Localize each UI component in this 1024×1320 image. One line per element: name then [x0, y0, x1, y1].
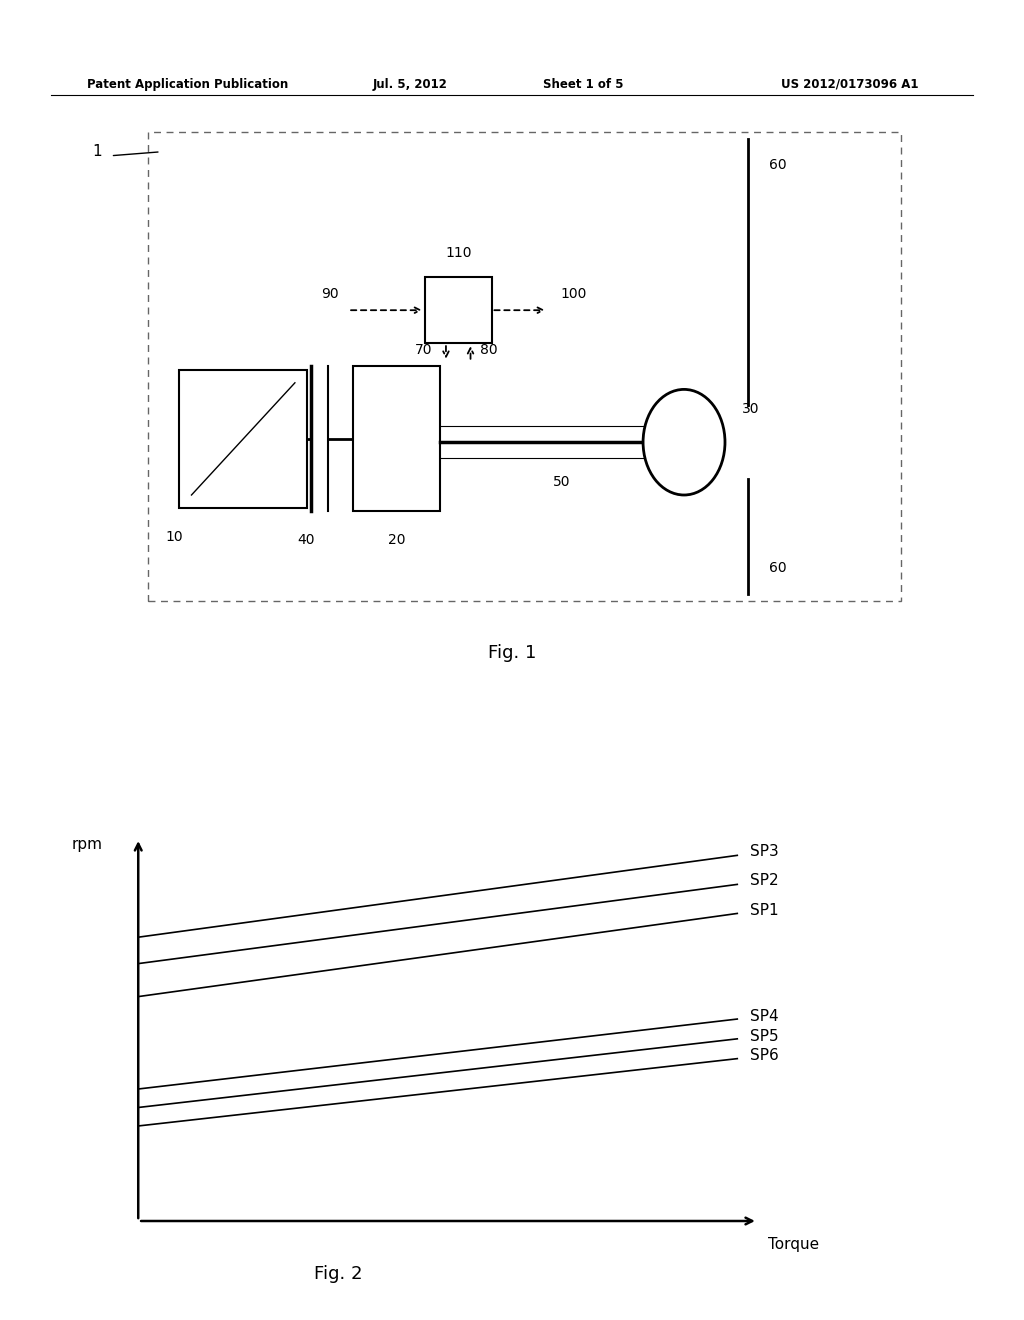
Text: 80: 80 [480, 343, 498, 356]
Text: Patent Application Publication: Patent Application Publication [87, 78, 289, 91]
Text: 20: 20 [388, 533, 406, 546]
Bar [148, 132, 901, 601]
Text: SP4: SP4 [750, 1008, 778, 1024]
Text: 40: 40 [297, 533, 315, 546]
Text: 90: 90 [321, 288, 339, 301]
Bar [179, 370, 307, 508]
Text: Jul. 5, 2012: Jul. 5, 2012 [372, 78, 447, 91]
Text: SP1: SP1 [750, 903, 778, 919]
Text: 1: 1 [92, 144, 102, 160]
Text: SP2: SP2 [750, 873, 778, 888]
Text: SP5: SP5 [750, 1028, 778, 1044]
Text: 100: 100 [560, 288, 587, 301]
Circle shape [643, 389, 725, 495]
Text: US 2012/0173096 A1: US 2012/0173096 A1 [781, 78, 919, 91]
Text: Fig. 2: Fig. 2 [313, 1265, 362, 1283]
Text: Fig. 1: Fig. 1 [487, 644, 537, 663]
Text: 50: 50 [553, 475, 571, 488]
Text: 30: 30 [741, 403, 760, 416]
Text: SP3: SP3 [750, 843, 778, 859]
Bar [425, 277, 492, 343]
Text: 10: 10 [165, 531, 183, 544]
Text: 60: 60 [769, 158, 787, 172]
Text: Sheet 1 of 5: Sheet 1 of 5 [544, 78, 624, 91]
Text: 70: 70 [415, 343, 432, 356]
Bar [353, 366, 440, 511]
Text: 60: 60 [769, 561, 787, 574]
Text: 110: 110 [445, 247, 471, 260]
Text: rpm: rpm [72, 837, 102, 853]
Text: Torque: Torque [768, 1237, 819, 1253]
Text: SP6: SP6 [750, 1048, 778, 1064]
